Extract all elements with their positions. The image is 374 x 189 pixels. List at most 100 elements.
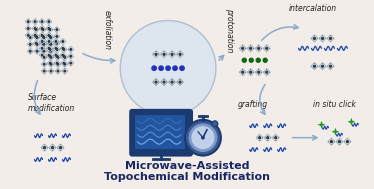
Circle shape	[50, 37, 52, 38]
Circle shape	[50, 43, 52, 45]
Polygon shape	[39, 45, 46, 52]
Polygon shape	[54, 53, 60, 60]
Circle shape	[41, 54, 43, 57]
Polygon shape	[33, 33, 40, 40]
Circle shape	[258, 71, 260, 73]
Circle shape	[43, 63, 45, 65]
Circle shape	[47, 20, 50, 23]
Polygon shape	[55, 68, 61, 74]
Polygon shape	[239, 68, 246, 76]
Polygon shape	[61, 46, 67, 53]
Circle shape	[63, 49, 65, 50]
Circle shape	[180, 66, 184, 70]
Circle shape	[56, 62, 58, 64]
Polygon shape	[160, 78, 168, 86]
Circle shape	[256, 58, 260, 62]
Circle shape	[266, 47, 268, 49]
Polygon shape	[255, 68, 263, 76]
Circle shape	[56, 56, 59, 59]
Circle shape	[55, 47, 57, 50]
Circle shape	[322, 37, 324, 39]
Circle shape	[330, 140, 333, 143]
Polygon shape	[327, 35, 334, 42]
Circle shape	[49, 55, 51, 57]
Text: exfoliation: exfoliation	[103, 10, 112, 50]
Circle shape	[47, 27, 50, 30]
Polygon shape	[176, 50, 184, 58]
Polygon shape	[59, 45, 66, 52]
Circle shape	[42, 43, 44, 44]
Polygon shape	[61, 68, 68, 74]
Polygon shape	[32, 25, 39, 32]
Polygon shape	[327, 62, 334, 70]
Circle shape	[49, 36, 51, 37]
Circle shape	[346, 141, 349, 143]
Circle shape	[64, 63, 66, 66]
Circle shape	[171, 81, 173, 83]
Circle shape	[56, 62, 58, 64]
Polygon shape	[319, 35, 327, 42]
Circle shape	[55, 41, 57, 42]
Circle shape	[43, 37, 45, 38]
Circle shape	[313, 65, 315, 67]
Circle shape	[42, 28, 45, 31]
Circle shape	[242, 47, 244, 49]
Circle shape	[50, 70, 52, 72]
Polygon shape	[33, 26, 40, 33]
Polygon shape	[41, 68, 47, 74]
Polygon shape	[47, 34, 54, 41]
Polygon shape	[59, 38, 66, 45]
Circle shape	[202, 136, 204, 139]
Circle shape	[62, 62, 65, 64]
Circle shape	[43, 63, 46, 66]
Circle shape	[70, 62, 72, 64]
Circle shape	[49, 43, 51, 44]
Polygon shape	[27, 41, 34, 48]
Circle shape	[36, 43, 37, 44]
Circle shape	[41, 21, 43, 22]
Text: grafting: grafting	[238, 100, 268, 109]
Circle shape	[56, 48, 58, 51]
Circle shape	[29, 50, 31, 53]
Circle shape	[56, 49, 58, 50]
Circle shape	[56, 43, 58, 44]
Circle shape	[49, 62, 52, 64]
Circle shape	[178, 81, 182, 84]
Circle shape	[49, 50, 52, 53]
Circle shape	[120, 21, 216, 116]
Polygon shape	[57, 144, 64, 151]
Circle shape	[179, 53, 181, 55]
Polygon shape	[27, 34, 34, 41]
Circle shape	[313, 65, 316, 68]
Circle shape	[42, 42, 45, 45]
Circle shape	[249, 47, 252, 50]
Polygon shape	[67, 60, 74, 66]
Circle shape	[257, 47, 260, 50]
Circle shape	[63, 62, 65, 64]
Circle shape	[48, 35, 50, 36]
Polygon shape	[344, 138, 351, 146]
Polygon shape	[47, 41, 54, 48]
Circle shape	[329, 65, 332, 68]
Polygon shape	[347, 118, 355, 126]
Circle shape	[258, 136, 261, 139]
Circle shape	[259, 137, 261, 139]
Circle shape	[163, 53, 166, 56]
Circle shape	[70, 55, 72, 58]
Polygon shape	[41, 48, 47, 54]
Circle shape	[49, 35, 51, 38]
Text: intercalation: intercalation	[288, 4, 337, 13]
Circle shape	[42, 47, 43, 49]
Circle shape	[42, 36, 44, 37]
Circle shape	[41, 40, 43, 43]
Circle shape	[242, 58, 246, 62]
Polygon shape	[67, 46, 74, 53]
Circle shape	[27, 34, 30, 37]
Circle shape	[42, 54, 43, 56]
Circle shape	[331, 141, 332, 143]
Circle shape	[249, 58, 253, 62]
Polygon shape	[34, 41, 40, 48]
Circle shape	[27, 35, 29, 36]
Circle shape	[55, 54, 57, 56]
Circle shape	[163, 53, 165, 55]
